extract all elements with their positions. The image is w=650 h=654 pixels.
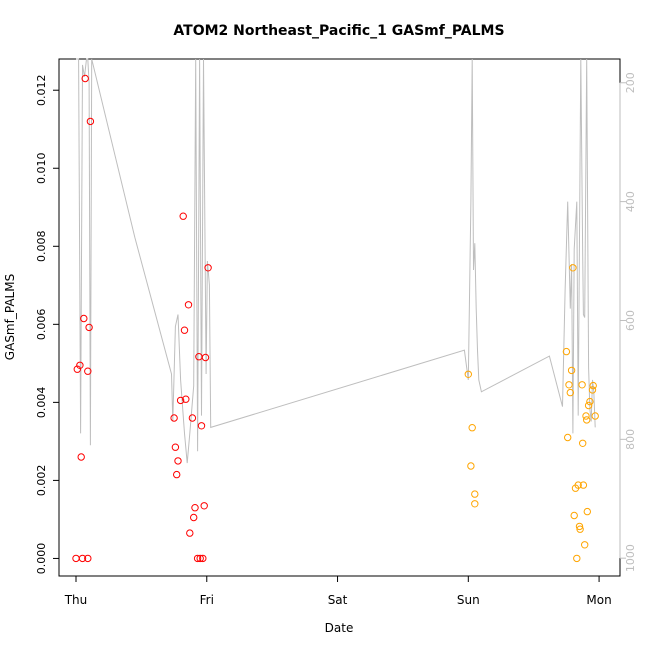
data-point — [201, 353, 210, 362]
data-point — [173, 470, 181, 479]
data-point — [591, 412, 599, 420]
data-point — [204, 264, 212, 272]
y-tick-label: 0.008 — [35, 231, 48, 263]
x-axis: Thu Fri Sat Sun Mon — [64, 575, 612, 607]
data-point — [579, 439, 587, 447]
data-point — [570, 511, 578, 520]
data-point — [582, 412, 590, 420]
data-point — [182, 395, 190, 403]
data-point — [467, 462, 475, 470]
y2-tick-label: 200 — [624, 72, 637, 93]
data-point — [565, 381, 573, 389]
data-point — [180, 326, 189, 334]
data-point — [179, 212, 187, 220]
y-tick-label: 0.012 — [35, 74, 48, 106]
data-point — [583, 507, 591, 516]
data-point — [578, 381, 586, 389]
y-tick-label: 0.004 — [35, 387, 48, 419]
data-point — [464, 370, 472, 378]
x-tick-label: Mon — [586, 593, 611, 607]
chart-title: ATOM2 Northeast_Pacific_1 GASmf_PALMS — [173, 23, 504, 39]
y-tick-label: 0.000 — [35, 543, 48, 575]
data-point — [199, 554, 207, 563]
y-tick-label: 0.010 — [35, 153, 48, 185]
data-point — [78, 554, 87, 563]
data-point — [84, 367, 92, 375]
x-tick-label: Thu — [64, 593, 88, 607]
data-point — [171, 443, 180, 451]
data-point — [184, 301, 193, 309]
data-point — [589, 381, 597, 390]
data-point — [85, 323, 93, 332]
data-point — [562, 347, 571, 356]
data-point — [188, 414, 197, 422]
data-point — [86, 117, 95, 126]
data-point — [584, 401, 593, 410]
x-tick-label: Sat — [328, 593, 348, 607]
data-points-layer — [72, 74, 599, 563]
data-point — [197, 422, 206, 430]
y-tick-label: 0.006 — [35, 309, 48, 341]
data-point — [575, 522, 584, 531]
data-point — [200, 502, 208, 510]
data-point — [564, 433, 572, 442]
x-tick-label: Sun — [457, 593, 480, 607]
secondary-series-line — [76, 58, 596, 464]
data-point — [567, 366, 576, 375]
data-point — [174, 457, 182, 465]
data-point — [583, 416, 591, 424]
data-point — [579, 481, 588, 489]
data-point — [73, 365, 82, 373]
data-point — [586, 397, 594, 406]
data-point — [588, 386, 597, 394]
y2-tick-label: 1000 — [624, 544, 637, 572]
data-point — [81, 74, 89, 83]
y2-tick-label: 400 — [624, 191, 637, 212]
data-point — [170, 414, 178, 422]
data-point — [573, 554, 581, 563]
data-point — [576, 525, 584, 533]
y-axis-label: GASmf_PALMS — [3, 274, 17, 360]
y2-tick-label: 800 — [624, 429, 637, 450]
data-point — [471, 490, 479, 498]
data-point — [190, 513, 198, 522]
data-point — [176, 396, 185, 405]
y2-tick-label: 600 — [624, 310, 637, 331]
data-point — [72, 554, 80, 563]
data-point — [76, 361, 84, 369]
x-axis-label: Date — [325, 621, 354, 635]
data-point — [77, 453, 85, 461]
x-tick-label: Fri — [200, 593, 214, 607]
plot-box — [58, 58, 621, 577]
data-point — [569, 264, 577, 272]
data-point — [471, 500, 479, 508]
y-tick-label: 0.002 — [35, 465, 48, 497]
secondary-line-layer — [76, 58, 596, 464]
data-point — [80, 314, 88, 323]
y-axis: 0.000 0.002 0.004 0.006 0.008 0.010 0.012 — [35, 74, 60, 575]
data-point — [191, 504, 199, 512]
data-point — [468, 424, 476, 432]
data-point — [186, 529, 194, 537]
data-point — [581, 541, 589, 549]
data-point — [196, 554, 204, 563]
data-point — [193, 554, 202, 563]
data-point — [84, 554, 92, 563]
y2-axis: 200 400 600 800 1000 — [619, 72, 637, 572]
data-point — [574, 481, 582, 489]
data-point — [566, 388, 574, 397]
